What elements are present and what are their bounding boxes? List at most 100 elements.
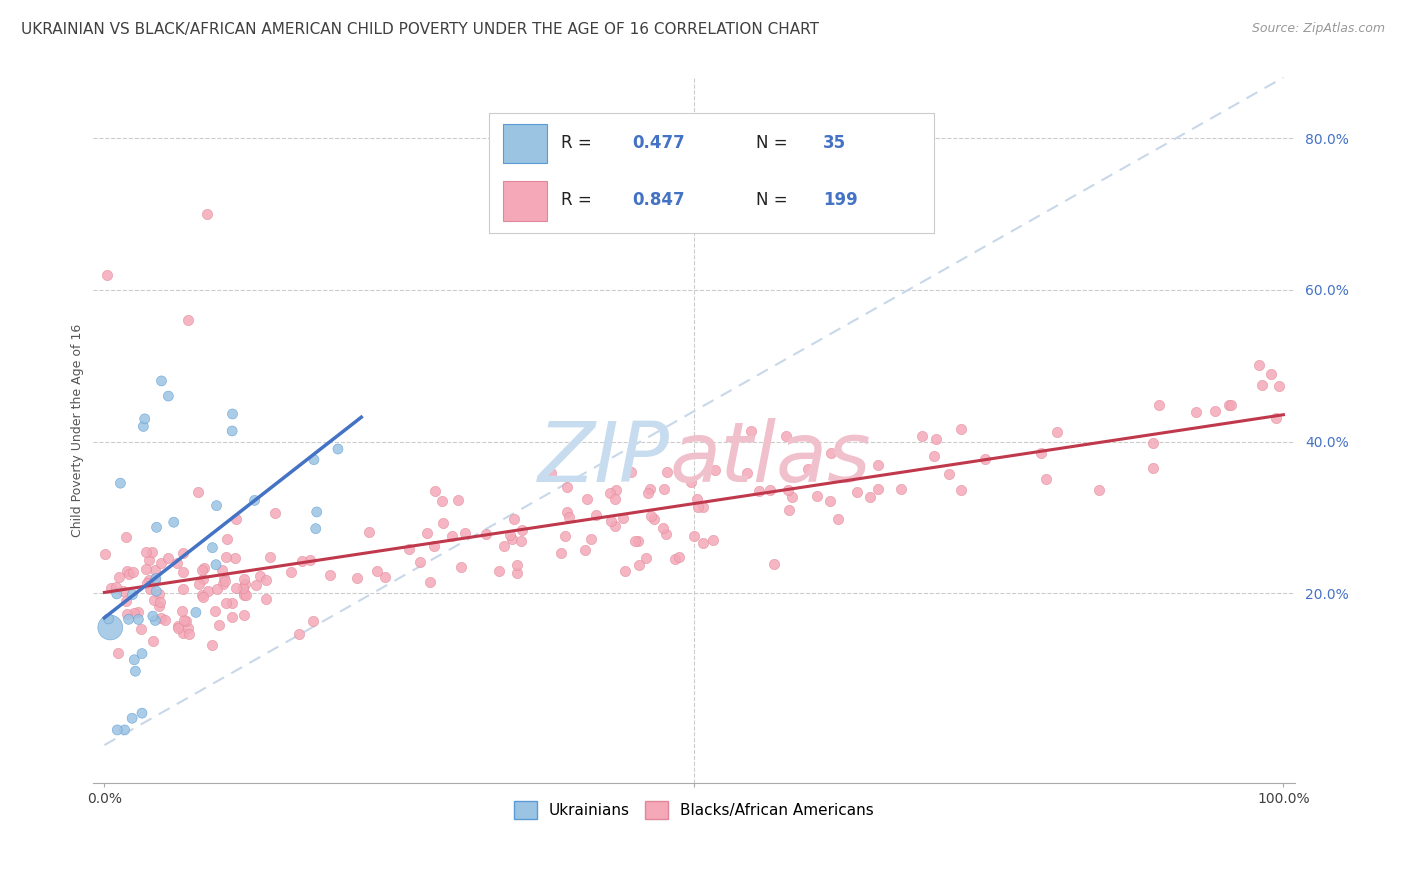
Point — [201, 638, 224, 652]
Point — [204, 604, 226, 618]
Point — [827, 512, 849, 526]
Point — [174, 614, 197, 628]
Point — [624, 534, 647, 549]
Point — [1029, 446, 1052, 460]
Point — [139, 582, 162, 596]
Legend: Ukrainians, Blacks/African Americans: Ukrainians, Blacks/African Americans — [508, 795, 880, 825]
Point — [818, 494, 841, 508]
Point — [430, 494, 453, 508]
Point — [679, 475, 702, 490]
Point — [627, 534, 650, 549]
Point — [221, 424, 243, 438]
Point — [145, 520, 167, 534]
Point — [115, 594, 138, 608]
Point — [346, 571, 368, 585]
Point — [866, 482, 889, 496]
Point — [215, 533, 238, 547]
Point — [138, 573, 160, 587]
Point — [1264, 410, 1286, 425]
Point — [1251, 378, 1274, 392]
Point — [652, 521, 675, 535]
Point — [686, 491, 709, 506]
Point — [748, 483, 770, 498]
Point — [454, 525, 477, 540]
Point — [170, 604, 193, 618]
Point — [157, 550, 180, 565]
Point — [233, 577, 256, 591]
Point — [264, 506, 287, 520]
Point — [173, 613, 195, 627]
Point — [398, 542, 420, 557]
Point — [503, 511, 526, 525]
Point — [668, 549, 690, 564]
Point — [207, 618, 229, 632]
Point — [585, 508, 607, 523]
Point — [172, 582, 194, 597]
Point — [127, 612, 149, 626]
Point — [859, 490, 882, 504]
Point — [132, 419, 155, 434]
Point — [143, 592, 166, 607]
Point — [115, 564, 138, 578]
Point — [775, 429, 797, 443]
Point — [973, 451, 995, 466]
Point — [657, 465, 679, 479]
Point — [1088, 483, 1111, 498]
Point — [291, 554, 314, 568]
Point — [475, 527, 498, 541]
Point — [494, 540, 516, 554]
Point — [762, 557, 785, 571]
Point — [254, 592, 277, 607]
Point — [302, 452, 325, 467]
Point — [557, 505, 579, 519]
Point — [135, 562, 157, 576]
Point — [1147, 398, 1170, 412]
Point — [288, 627, 311, 641]
Point — [166, 556, 188, 570]
Point — [131, 647, 153, 661]
Point — [221, 609, 243, 624]
Point — [510, 533, 533, 548]
Point — [575, 492, 598, 507]
Point — [98, 620, 121, 634]
Point — [600, 514, 623, 528]
Point — [686, 500, 709, 514]
Point — [127, 606, 149, 620]
Point — [432, 516, 454, 531]
Point — [554, 528, 576, 542]
Point — [215, 550, 238, 565]
Point — [121, 588, 143, 602]
Point — [221, 407, 243, 421]
Point — [233, 586, 256, 600]
Point — [134, 412, 156, 426]
Point — [450, 560, 472, 574]
Point — [193, 561, 215, 575]
Point — [135, 545, 157, 559]
Point — [820, 446, 842, 460]
Point — [640, 508, 662, 523]
Point — [778, 483, 800, 497]
Point — [205, 499, 228, 513]
Point — [136, 575, 159, 590]
Point — [654, 526, 676, 541]
Point — [187, 485, 209, 500]
Point — [643, 512, 665, 526]
Point — [419, 574, 441, 589]
Point — [177, 313, 200, 327]
Point — [107, 647, 129, 661]
Point — [142, 633, 165, 648]
Point — [105, 723, 128, 737]
Point — [636, 550, 658, 565]
Point — [911, 429, 934, 443]
Point — [924, 449, 946, 463]
Point — [97, 612, 120, 626]
Point — [759, 483, 782, 498]
Point — [214, 574, 236, 589]
Point — [506, 566, 529, 580]
Point — [924, 433, 946, 447]
Point — [1142, 436, 1164, 450]
Point — [1204, 404, 1226, 418]
Point — [163, 515, 186, 529]
Point — [211, 563, 233, 577]
Point — [232, 608, 254, 623]
